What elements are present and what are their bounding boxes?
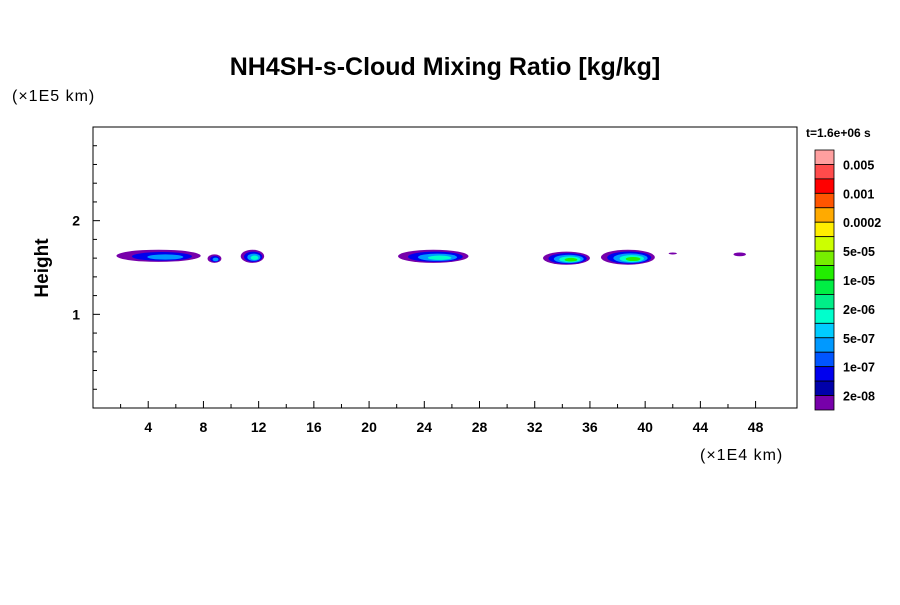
x-unit-label: (×1E4 km) bbox=[700, 447, 783, 464]
colorbar-box bbox=[814, 380, 835, 396]
colorbar-label: 2e-06 bbox=[843, 303, 875, 317]
cloud-region bbox=[564, 257, 578, 262]
y-tick-label: 1 bbox=[72, 306, 80, 322]
y-tick-label: 2 bbox=[72, 213, 80, 229]
x-tick-label: 20 bbox=[361, 419, 377, 435]
x-tick-label: 32 bbox=[527, 419, 543, 435]
cloud-region bbox=[250, 255, 259, 260]
colorbar-label: 1e-07 bbox=[843, 361, 875, 375]
cloud-region bbox=[668, 252, 677, 255]
y-unit-label: (×1E5 km) bbox=[12, 88, 95, 105]
colorbar-box bbox=[814, 395, 835, 411]
colorbar-box bbox=[814, 265, 835, 281]
x-tick-label: 12 bbox=[251, 419, 267, 435]
time-label: t=1.6e+06 s bbox=[806, 126, 871, 140]
colorbar-box bbox=[814, 322, 835, 339]
y-axis-label: Height bbox=[32, 238, 53, 298]
colorbar-label: 0.001 bbox=[843, 187, 874, 201]
x-tick-label: 24 bbox=[417, 419, 433, 435]
x-tick-label: 40 bbox=[637, 419, 653, 435]
cloud-region bbox=[147, 254, 184, 260]
cloud-region bbox=[212, 257, 219, 262]
colorbar-label: 0.005 bbox=[843, 158, 874, 172]
colorbar-box bbox=[814, 351, 835, 368]
x-tick-label: 44 bbox=[693, 419, 709, 435]
chart-title: NH4SH-s-Cloud Mixing Ratio [kg/kg] bbox=[230, 53, 661, 81]
colorbar-box bbox=[814, 250, 835, 266]
cloud-region bbox=[427, 255, 452, 260]
colorbar-box bbox=[814, 236, 835, 252]
colorbar-box bbox=[814, 149, 835, 165]
colorbar-label: 2e-08 bbox=[843, 390, 875, 404]
plot-frame bbox=[92, 126, 798, 409]
colorbar-box bbox=[814, 164, 835, 180]
colorbar-box bbox=[814, 366, 835, 382]
cloud-region bbox=[625, 256, 641, 262]
cloud-region bbox=[733, 252, 746, 257]
x-tick-label: 28 bbox=[472, 419, 488, 435]
x-tick-label: 4 bbox=[144, 419, 152, 435]
x-tick-label: 48 bbox=[748, 419, 764, 435]
x-tick-label: 36 bbox=[582, 419, 598, 435]
x-tick-label: 16 bbox=[306, 419, 322, 435]
colorbar-label: 5e-07 bbox=[843, 332, 875, 346]
colorbar-box bbox=[814, 279, 835, 295]
colorbar-box bbox=[814, 207, 835, 223]
colorbar-box bbox=[814, 221, 835, 238]
colorbar-box bbox=[814, 308, 835, 324]
colorbar-label: 0.0002 bbox=[843, 216, 881, 230]
colorbar-label: 1e-05 bbox=[843, 274, 875, 288]
colorbar-label: 5e-05 bbox=[843, 245, 875, 259]
colorbar-box bbox=[814, 192, 835, 209]
colorbar-box bbox=[814, 294, 835, 310]
colorbar-box bbox=[814, 178, 835, 194]
colorbar-box bbox=[814, 337, 835, 353]
x-tick-label: 8 bbox=[200, 419, 208, 435]
